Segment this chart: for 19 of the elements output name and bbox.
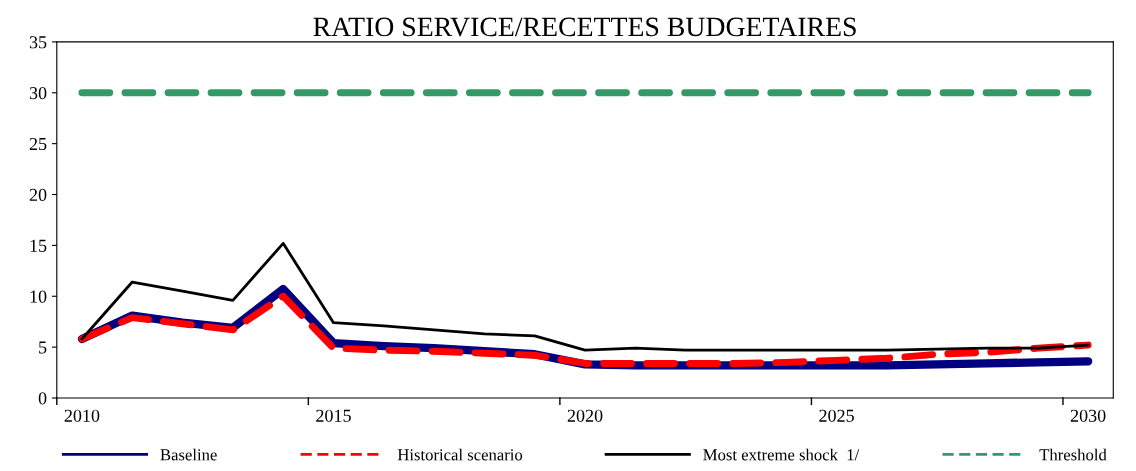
line-series	[80, 241, 1090, 352]
y-tick-label: 0	[38, 392, 47, 405]
legend-label: Historical scenario	[397, 448, 523, 461]
y-tick-label: 5	[39, 341, 47, 354]
y-tick-label: 10	[30, 290, 47, 303]
chart-title: RATIO SERVICE/RECETTES BUDGETAIRES	[313, 17, 856, 37]
y-tick-label: 35	[29, 36, 47, 49]
y-tick-label: 30	[29, 87, 47, 100]
y-tick-label: 25	[29, 137, 47, 151]
x-tick-label: 2010	[64, 409, 100, 422]
x-tick-label: 2025	[819, 409, 854, 422]
legend-label: Threshold	[1039, 448, 1107, 461]
legend-label: Baseline	[160, 448, 217, 461]
x-tick-label: 2015	[316, 409, 351, 422]
y-tick-label: 20	[29, 188, 47, 201]
x-tick-label: 2030	[1070, 409, 1106, 422]
legend-label: Most extreme shock 1/	[703, 448, 860, 461]
y-tick-label: 15	[30, 239, 47, 252]
x-tick-label: 2020	[567, 409, 603, 422]
